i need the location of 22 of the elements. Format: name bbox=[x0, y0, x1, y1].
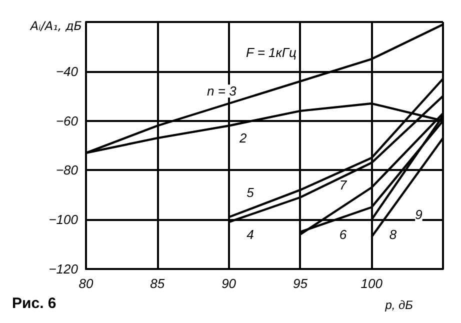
y-tick-label: −120 bbox=[48, 262, 79, 276]
y-tick-label: −100 bbox=[48, 212, 79, 228]
x-tick-label: 90 bbox=[222, 276, 237, 291]
x-tick-label: 80 bbox=[78, 276, 94, 291]
y-tick-label: −80 bbox=[56, 162, 79, 178]
annotation: 7 bbox=[339, 178, 348, 193]
y-tick-label: −40 bbox=[56, 64, 79, 79]
annotation: 2 bbox=[238, 130, 248, 146]
y-tick-label: −60 bbox=[56, 113, 79, 128]
x-tick-label: 95 bbox=[292, 276, 308, 291]
x-tick-label: 85 bbox=[150, 276, 166, 291]
annotation: 9 bbox=[415, 207, 422, 222]
annotation: 4 bbox=[246, 226, 254, 242]
x-axis-title: p, дБ bbox=[384, 298, 414, 312]
annotation: n = 3 bbox=[207, 84, 238, 99]
annotation: 5 bbox=[246, 184, 255, 200]
text: Рис. 6 bbox=[12, 295, 56, 312]
annotation: 8 bbox=[389, 226, 398, 242]
x-tick-label: 100 bbox=[360, 276, 384, 291]
annotation: F = 1кГц bbox=[246, 45, 296, 60]
y-axis-title: Aᵢ/A₁, дБ bbox=[29, 19, 82, 33]
annotation: 6 bbox=[339, 226, 348, 242]
